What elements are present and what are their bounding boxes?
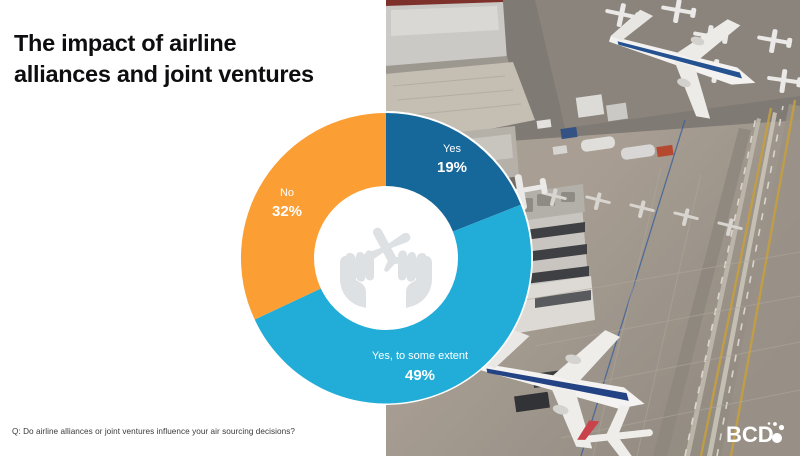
aerial-airport-tarmac-photo [385, 0, 800, 456]
bcd-logo-dot-large [772, 433, 782, 443]
donut-label-yes-value: 19% [437, 159, 467, 176]
donut-label-yes-to-some-extent-value: 49% [405, 367, 435, 384]
donut-label-yes-to-some-extent: Yes, to some extent 49% [372, 350, 468, 384]
bcd-logo-dot-tiny [767, 422, 771, 425]
donut-label-yes: Yes 19% [437, 143, 467, 176]
bcd-logo: BCD [726, 417, 788, 447]
bcd-logo-dot-medium [778, 424, 785, 431]
page-title: The impact of airline alliances and join… [14, 30, 314, 87]
bcd-logo-text: BCD [726, 422, 774, 447]
donut-chart: Yes 19% Yes, to some extent 49% No 32% [236, 108, 536, 408]
donut-hole [314, 186, 458, 330]
hands-holding-airplane-icon [340, 227, 432, 308]
donut-label-yes-name: Yes [443, 143, 461, 155]
donut-label-yes-to-some-extent-name: Yes, to some extent [372, 350, 468, 362]
donut-label-no-name: No [280, 187, 294, 199]
survey-question-footnote: Q: Do airline alliances or joint venture… [12, 427, 295, 436]
donut-label-no-value: 32% [272, 203, 302, 220]
donut-label-no: No 32% [272, 187, 302, 220]
bcd-logo-dot-small [773, 422, 777, 426]
